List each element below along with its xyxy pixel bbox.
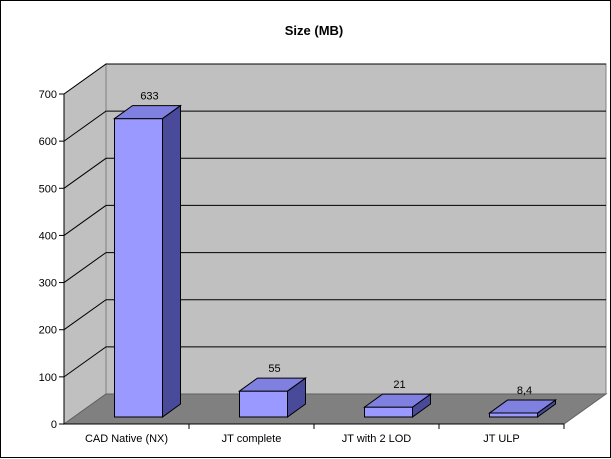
bar-front xyxy=(239,390,288,418)
y-tick-label: 100 xyxy=(39,372,57,384)
x-tick-label: JT with 2 LOD xyxy=(342,433,412,445)
gridline xyxy=(63,299,606,331)
chart-title: Size (MB) xyxy=(285,23,344,38)
gridline xyxy=(63,110,606,142)
gridline xyxy=(63,346,606,378)
y-tick-label: 400 xyxy=(39,230,57,242)
gridline xyxy=(63,204,606,236)
y-tick-label: 700 xyxy=(39,89,57,101)
y-tick-label: 0 xyxy=(51,419,57,431)
bar-top xyxy=(112,105,183,120)
bar-front xyxy=(489,412,538,418)
bar-top xyxy=(237,377,308,392)
y-tick-label: 300 xyxy=(39,278,57,290)
bar-front xyxy=(114,118,163,418)
bar-top xyxy=(362,393,433,408)
x-tick-label: CAD Native (NX) xyxy=(85,433,168,445)
bar-side xyxy=(162,104,181,418)
y-tick-label: 200 xyxy=(39,325,57,337)
data-label: 633 xyxy=(140,91,158,103)
y-tick-label: 500 xyxy=(39,183,57,195)
x-tick-label: JT ULP xyxy=(483,433,519,445)
y-tick-label: 600 xyxy=(39,136,57,148)
data-label: 55 xyxy=(268,363,280,375)
side-wall xyxy=(63,63,107,425)
data-label: 8,4 xyxy=(517,385,532,397)
gridline xyxy=(63,63,606,95)
gridline xyxy=(63,252,606,283)
gridline xyxy=(63,157,606,189)
bar-top xyxy=(487,399,558,414)
x-tick-label: JT complete xyxy=(222,433,282,445)
bar-front xyxy=(364,406,413,418)
data-label: 21 xyxy=(393,379,405,391)
